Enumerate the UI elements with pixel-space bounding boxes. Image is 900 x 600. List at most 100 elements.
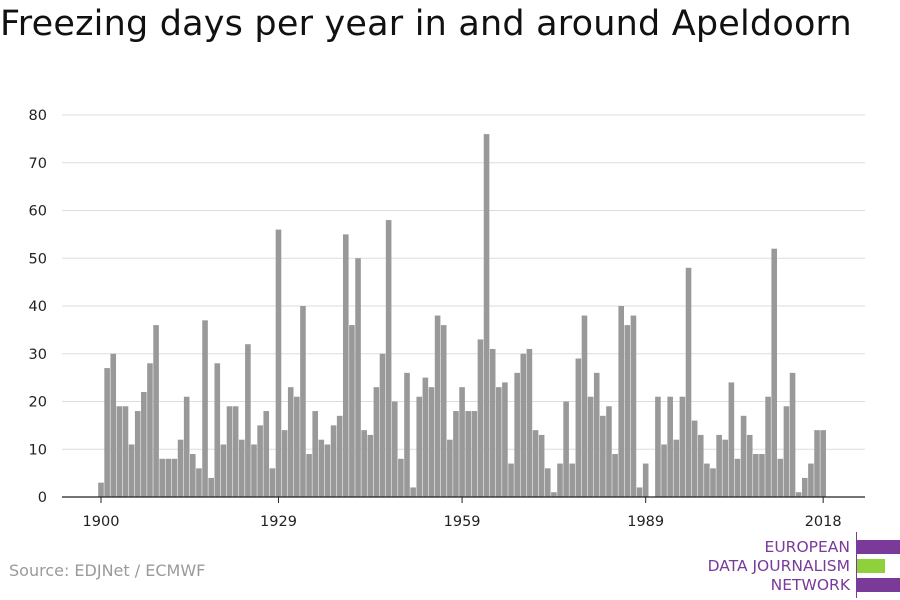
bars (98, 134, 826, 498)
bar-1912 (171, 458, 178, 497)
bar-1921 (226, 406, 233, 497)
bar-1987 (630, 315, 637, 497)
bar-1992 (661, 444, 667, 497)
y-axis-ticks: 0 10 20 30 40 50 60 70 80 (29, 108, 47, 506)
bar-1900 (98, 482, 104, 497)
bar-1908 (147, 363, 153, 497)
bar-1945 (373, 387, 380, 497)
bar-1950 (404, 372, 410, 497)
bar-2016 (808, 463, 814, 497)
bar-1967 (508, 463, 514, 497)
y-tick-label: 0 (38, 490, 47, 506)
y-tick-label: 80 (29, 108, 47, 124)
bar-1981 (593, 372, 600, 497)
edjnet-logo: EUROPEAN DATA JOURNALISM NETWORK (700, 532, 900, 598)
bar-1960 (465, 411, 471, 497)
bar-1982 (600, 415, 606, 497)
bar-1941 (349, 325, 355, 497)
bar-1973 (544, 468, 551, 497)
bar-2008 (759, 454, 765, 497)
bar-1939 (336, 415, 343, 497)
bar-2009 (765, 396, 771, 497)
y-tick-label: 70 (29, 156, 47, 172)
bar-1985 (618, 306, 624, 497)
bar-1902 (110, 353, 117, 497)
bar-1949 (398, 458, 404, 497)
bar-1944 (367, 434, 374, 497)
bar-1923 (238, 439, 245, 497)
bar-1911 (165, 458, 172, 497)
bar-1959 (459, 387, 465, 497)
bar-1965 (496, 387, 502, 497)
bar-1947 (385, 220, 392, 498)
bar-1953 (422, 377, 429, 497)
bar-1970 (526, 348, 533, 497)
bar-1919 (214, 363, 221, 497)
bar-1948 (391, 401, 398, 497)
bar-1975 (557, 463, 563, 497)
bar-1930 (281, 430, 288, 497)
bar-1924 (245, 344, 251, 497)
bar-1998 (697, 434, 704, 497)
bar-1918 (208, 477, 214, 497)
bar-1986 (624, 325, 631, 497)
bar-1955 (434, 315, 441, 497)
chart-title: Freezing days per year in and around Ape… (0, 4, 852, 44)
bar-1940 (343, 234, 349, 497)
bar-1910 (159, 458, 165, 497)
bar-1989 (642, 463, 649, 497)
bar-1937 (324, 444, 331, 497)
bar-2012 (783, 406, 790, 497)
bar-1979 (581, 315, 588, 497)
x-tick-label: 1900 (83, 514, 120, 530)
logo-line-1: EUROPEAN (764, 538, 850, 556)
y-tick-label: 60 (29, 204, 47, 220)
y-tick-label: 30 (29, 347, 47, 363)
bar-1907 (141, 391, 147, 497)
bar-1968 (514, 372, 520, 497)
x-tick-label: 1929 (260, 514, 297, 530)
bar-1931 (287, 387, 294, 497)
bar-1980 (587, 396, 594, 497)
logo-bar-2 (857, 559, 885, 573)
bar-2005 (740, 415, 747, 497)
source-note: Source: EDJNet / ECMWF (9, 561, 206, 580)
bar-1983 (606, 406, 612, 497)
bar-1993 (667, 396, 673, 497)
bar-1972 (538, 434, 545, 497)
bar-1920 (220, 444, 227, 497)
bar-2010 (771, 248, 777, 497)
bar-1988 (636, 487, 643, 497)
bar-1951 (410, 487, 416, 497)
logo-line-2: DATA JOURNALISM (707, 557, 850, 575)
bar-2006 (746, 434, 753, 497)
bar-1961 (471, 411, 478, 497)
bar-2003 (728, 382, 735, 497)
bar-1938 (330, 425, 337, 497)
x-tick-label: 1959 (444, 514, 481, 530)
x-axis-ticks: 1900 1929 1959 1989 2018 (83, 497, 842, 530)
bar-2002 (722, 439, 729, 497)
bar-1928 (269, 468, 276, 497)
bar-1997 (691, 420, 698, 497)
bar-1952 (416, 396, 423, 497)
bar-1958 (453, 411, 459, 497)
bar-1974 (551, 492, 557, 497)
bar-2018 (820, 430, 826, 497)
bar-1957 (447, 439, 453, 497)
bar-2017 (814, 430, 820, 497)
bar-1943 (361, 430, 367, 497)
bar-1991 (655, 396, 661, 497)
bar-1971 (532, 430, 539, 497)
bar-1909 (153, 325, 159, 497)
bar-1996 (685, 267, 692, 497)
bar-1966 (502, 382, 508, 497)
bar-1978 (575, 358, 582, 497)
bar-2007 (753, 454, 759, 497)
bar-1963 (483, 134, 490, 497)
bar-2014 (795, 492, 802, 497)
bar-1913 (177, 439, 184, 497)
bar-1994 (673, 439, 680, 497)
bar-1925 (251, 444, 257, 497)
